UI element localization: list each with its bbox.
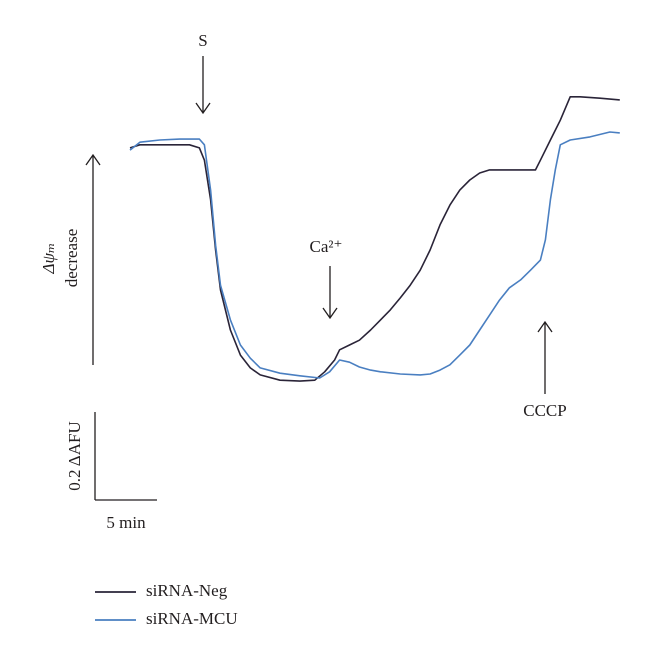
y-label: decrease bbox=[62, 229, 81, 288]
scale-label: 0.2 ΔAFU bbox=[65, 421, 84, 491]
annotation: CCCP bbox=[523, 401, 566, 420]
arrow bbox=[195, 56, 211, 115]
arrow bbox=[322, 266, 338, 320]
annotation: Ca²⁺ bbox=[310, 237, 343, 256]
data-line bbox=[129, 131, 620, 379]
annotation: S bbox=[198, 31, 207, 50]
annotations: S Ca²⁺ CCCP Δψₘ decrease 0.2 ΔAFU 5 min bbox=[39, 31, 567, 532]
legend-label: siRNA-Neg bbox=[146, 581, 228, 600]
legend-label: siRNA-MCU bbox=[146, 609, 238, 628]
arrow bbox=[537, 320, 553, 394]
data-line bbox=[129, 96, 620, 382]
scale-label: 5 min bbox=[106, 513, 146, 532]
y-label: Δψₘ bbox=[39, 243, 58, 275]
arrow bbox=[85, 153, 101, 365]
